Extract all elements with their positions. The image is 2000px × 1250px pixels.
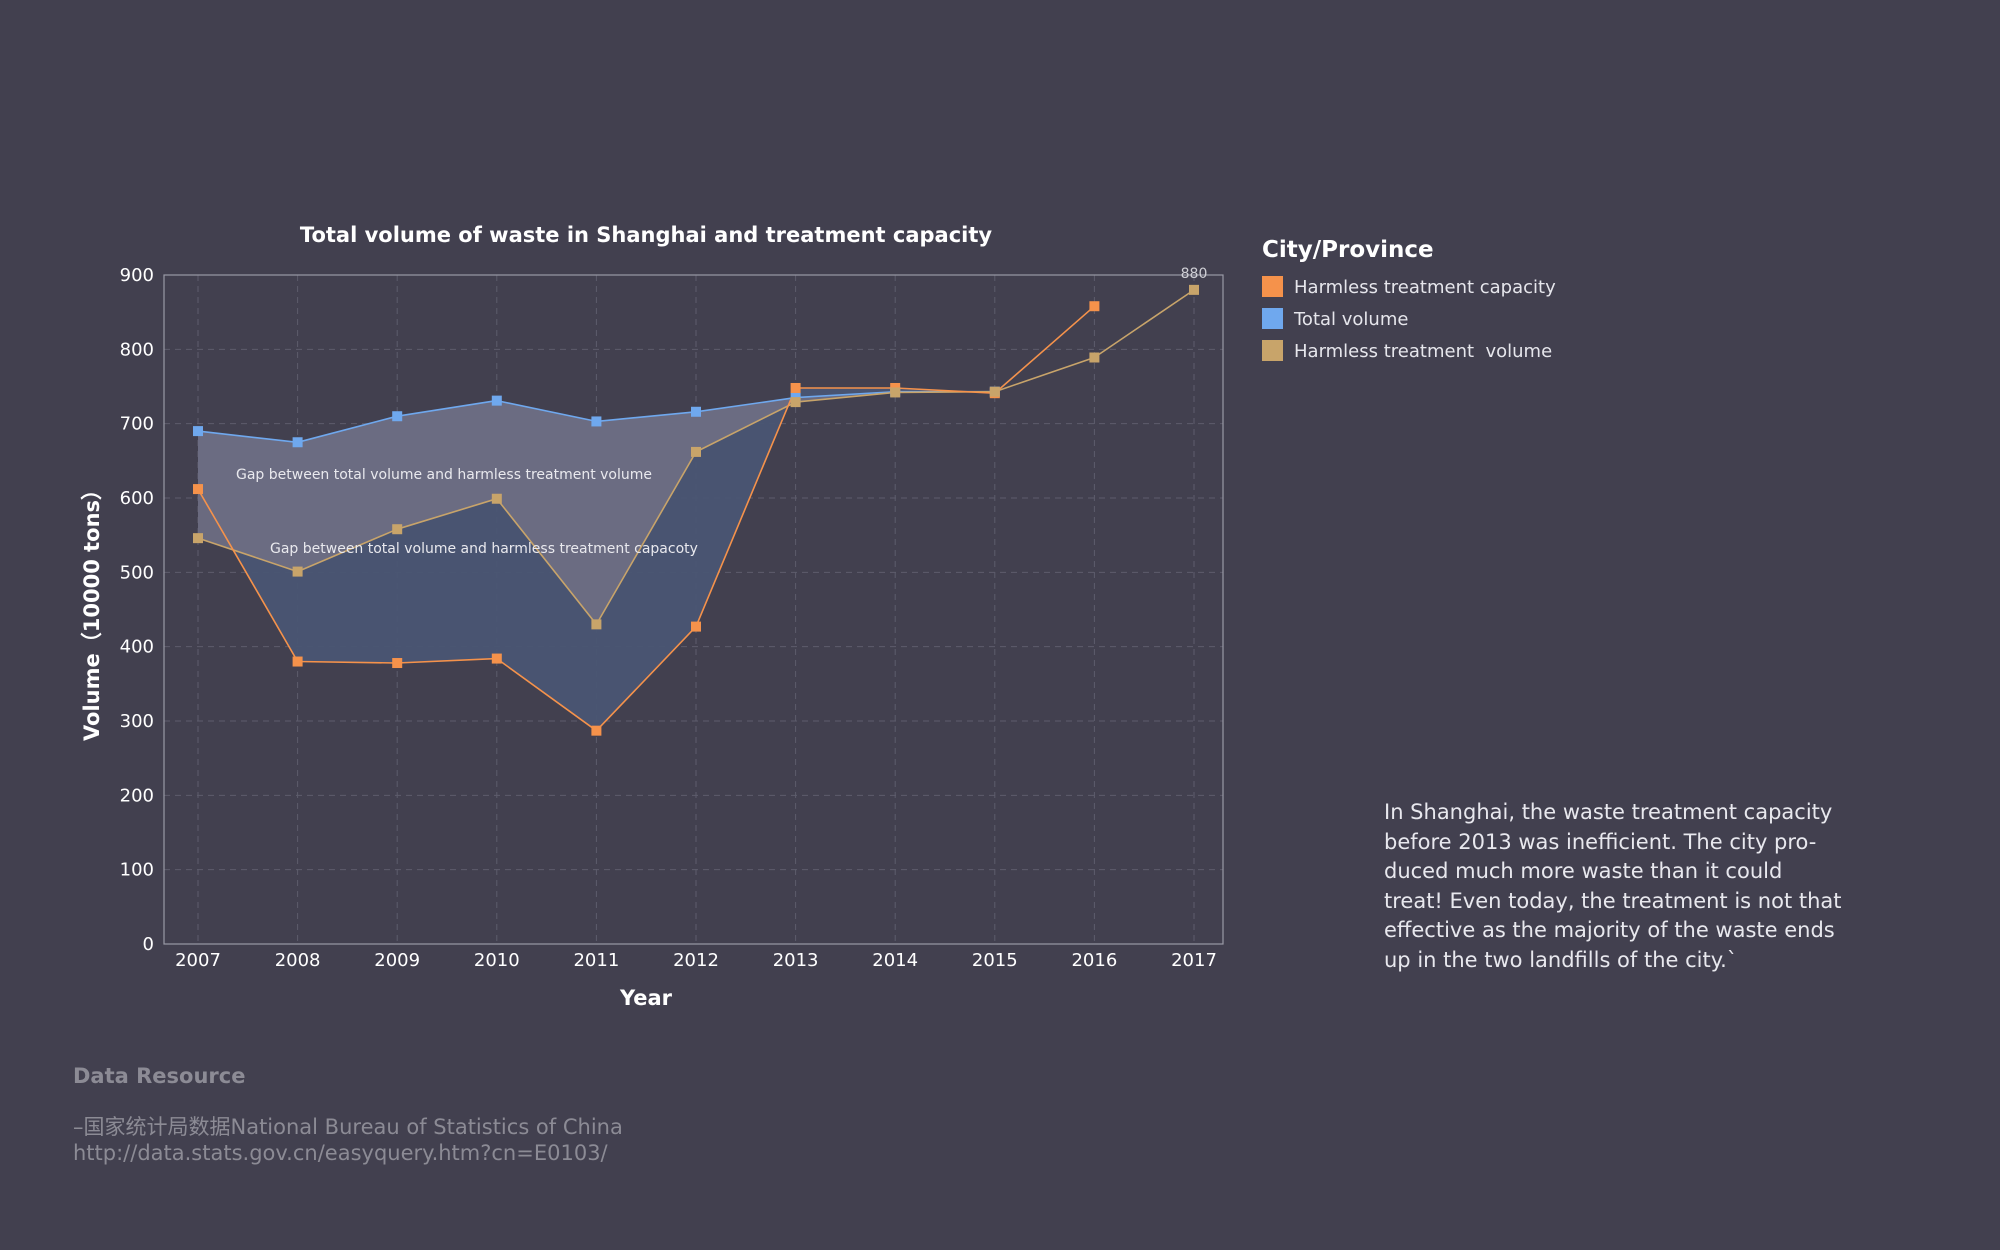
data-point-harmless-treatment-capacity <box>790 382 801 393</box>
y-tick-label: 0 <box>143 934 154 955</box>
data-point-harmless-treatment-volume <box>1089 352 1100 363</box>
data-point-harmless-treatment-capacity <box>392 658 403 669</box>
y-tick-label: 500 <box>120 562 154 583</box>
data-point-total-volume <box>392 411 403 422</box>
y-tick-label: 700 <box>120 414 154 435</box>
legend-swatch <box>1262 308 1283 329</box>
plot-frame <box>163 274 1224 945</box>
data-point-harmless-treatment-volume <box>989 386 1000 397</box>
legend-label: Harmless treatment volume <box>1294 341 1552 362</box>
data-point-harmless-treatment-volume <box>790 397 801 408</box>
data-point-harmless-treatment-volume <box>392 524 403 535</box>
legend-title: City/Province <box>1262 237 1434 263</box>
data-point-total-volume <box>691 406 701 417</box>
data-point-harmless-treatment-volume <box>292 566 303 577</box>
y-tick-label: 800 <box>120 339 154 360</box>
gap-total-treatment-area <box>198 391 995 625</box>
data-point-harmless-treatment-capacity <box>1089 301 1100 312</box>
data-point-harmless-treatment-capacity <box>491 653 502 664</box>
data-labels: 880 <box>1181 266 1208 282</box>
x-axis-title: Year <box>619 986 673 1010</box>
x-tick-label: 2010 <box>474 950 520 971</box>
data-point-total-volume <box>591 416 602 427</box>
legend-label: Harmless treatment capacity <box>1294 277 1556 298</box>
legend-swatch <box>1262 276 1283 297</box>
y-tick-label: 400 <box>120 637 154 658</box>
y-axis-title: Volume（10000 tons） <box>80 479 104 741</box>
data-point-total-volume <box>491 395 502 406</box>
y-tick-label: 600 <box>120 488 154 509</box>
chart-title: Total volume of waste in Shanghai and tr… <box>300 223 992 247</box>
annotation-gap-treatment-volume: Gap between total volume and harmless tr… <box>236 467 652 483</box>
annotation-gap-treatment-capacity: Gap between total volume and harmless tr… <box>270 541 698 557</box>
x-tick-label: 2013 <box>773 950 819 971</box>
legend-swatch <box>1262 340 1283 361</box>
data-point-harmless-treatment-capacity <box>193 484 203 495</box>
data-point-harmless-treatment-volume <box>1189 284 1199 295</box>
source-organization: –国家统计局数据National Bureau of Statistics of… <box>73 1115 623 1139</box>
y-tick-label: 100 <box>120 860 154 881</box>
data-point-harmless-treatment-capacity <box>292 656 303 667</box>
x-tick-label: 2011 <box>573 950 619 971</box>
gap-areas <box>198 306 1095 731</box>
x-tick-label: 2016 <box>1071 950 1117 971</box>
data-point-harmless-treatment-volume <box>491 493 502 504</box>
y-tick-label: 900 <box>120 265 154 286</box>
y-tick-label: 200 <box>120 785 154 806</box>
x-tick-label: 2017 <box>1171 950 1217 971</box>
axis-ticks: 0 100 200 300 400 500 600 700 800 900 2007 2008 2009… <box>120 265 1217 971</box>
data-point-harmless-treatment-capacity <box>691 621 701 632</box>
data-point-harmless-treatment-volume <box>591 619 602 630</box>
data-point-harmless-treatment-volume <box>691 446 701 457</box>
data-point-total-volume <box>292 437 303 448</box>
x-tick-label: 2015 <box>972 950 1018 971</box>
data-point-harmless-treatment-volume <box>890 387 901 398</box>
series-line-harmless-treatment-capacity <box>197 305 1095 732</box>
x-tick-label: 2014 <box>872 950 918 971</box>
source-url: http://data.stats.gov.cn/easyquery.htm?c… <box>73 1141 608 1165</box>
source-heading: Data Resource <box>73 1064 246 1088</box>
x-tick-label: 2012 <box>673 950 719 971</box>
data-point-harmless-treatment-volume <box>193 533 203 544</box>
legend: City/Province Harmless treatment capacit… <box>1262 237 1556 362</box>
y-tick-label: 300 <box>120 711 154 732</box>
description-text: In Shanghai, the waste treatment capacit… <box>1384 800 1842 972</box>
x-tick-label: 2007 <box>175 950 221 971</box>
data-point-total-volume <box>193 426 203 437</box>
data-label-2017: 880 <box>1181 266 1208 282</box>
data-point-harmless-treatment-capacity <box>591 725 602 736</box>
x-tick-label: 2009 <box>374 950 420 971</box>
legend-label: Total volume <box>1293 309 1408 330</box>
series-markers <box>193 284 1199 736</box>
x-tick-label: 2008 <box>275 950 321 971</box>
